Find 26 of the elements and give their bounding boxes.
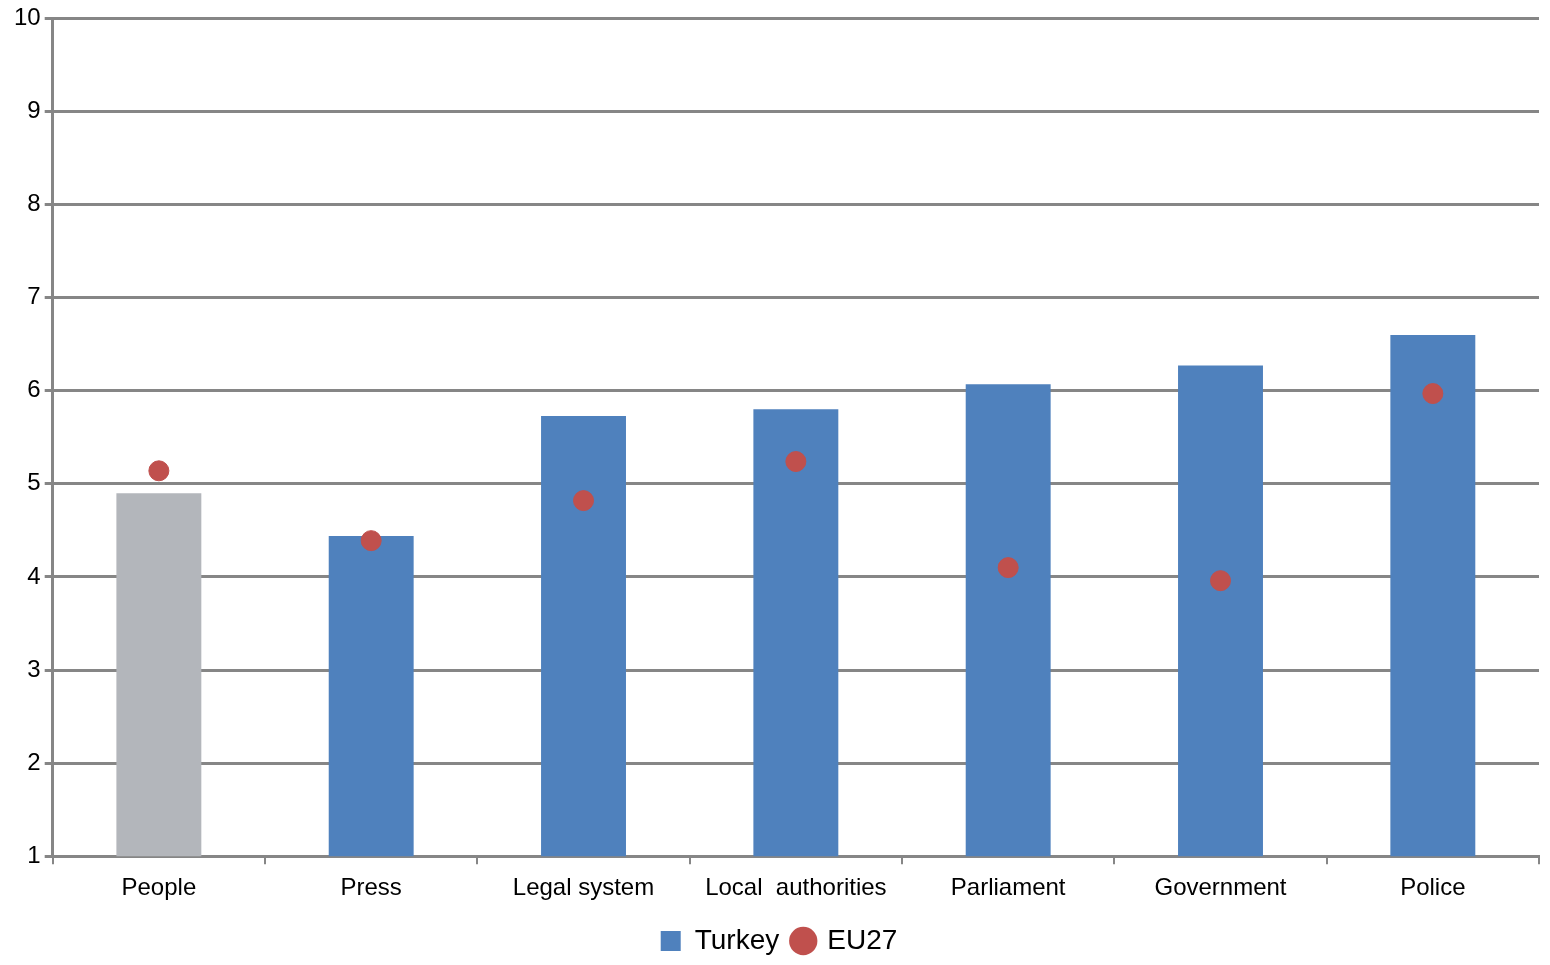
y-tick-label: 6: [27, 375, 41, 403]
x-tick-label: Police: [1400, 873, 1466, 901]
y-tick-label: 7: [27, 282, 41, 310]
point: [1422, 383, 1444, 405]
point: [785, 451, 807, 472]
y-tick-label: 2: [27, 747, 41, 775]
point: [573, 490, 595, 512]
point: [997, 557, 1019, 579]
y-tick-label: 9: [27, 96, 41, 124]
y-tick-label: 4: [27, 561, 41, 589]
point: [1210, 570, 1232, 592]
y-tick-label: 1: [27, 840, 41, 868]
x-tick-label: Press: [340, 873, 402, 901]
y-tick-label: 3: [27, 654, 41, 682]
x-tick-label: People: [121, 873, 197, 901]
legend-label: Turkey: [694, 923, 780, 955]
y-tick-label: 8: [27, 189, 41, 217]
point: [148, 460, 170, 482]
legend-label: EU27: [827, 923, 898, 955]
x-tick-label: Parliament: [950, 873, 1066, 901]
x-tick-label: Local authorities: [705, 873, 887, 901]
y-tick-label: 10: [13, 3, 41, 31]
point: [360, 530, 382, 552]
y-tick-label: 5: [27, 468, 41, 496]
x-tick-label: Government: [1154, 873, 1287, 901]
x-tick-label: Legal system: [512, 873, 655, 901]
